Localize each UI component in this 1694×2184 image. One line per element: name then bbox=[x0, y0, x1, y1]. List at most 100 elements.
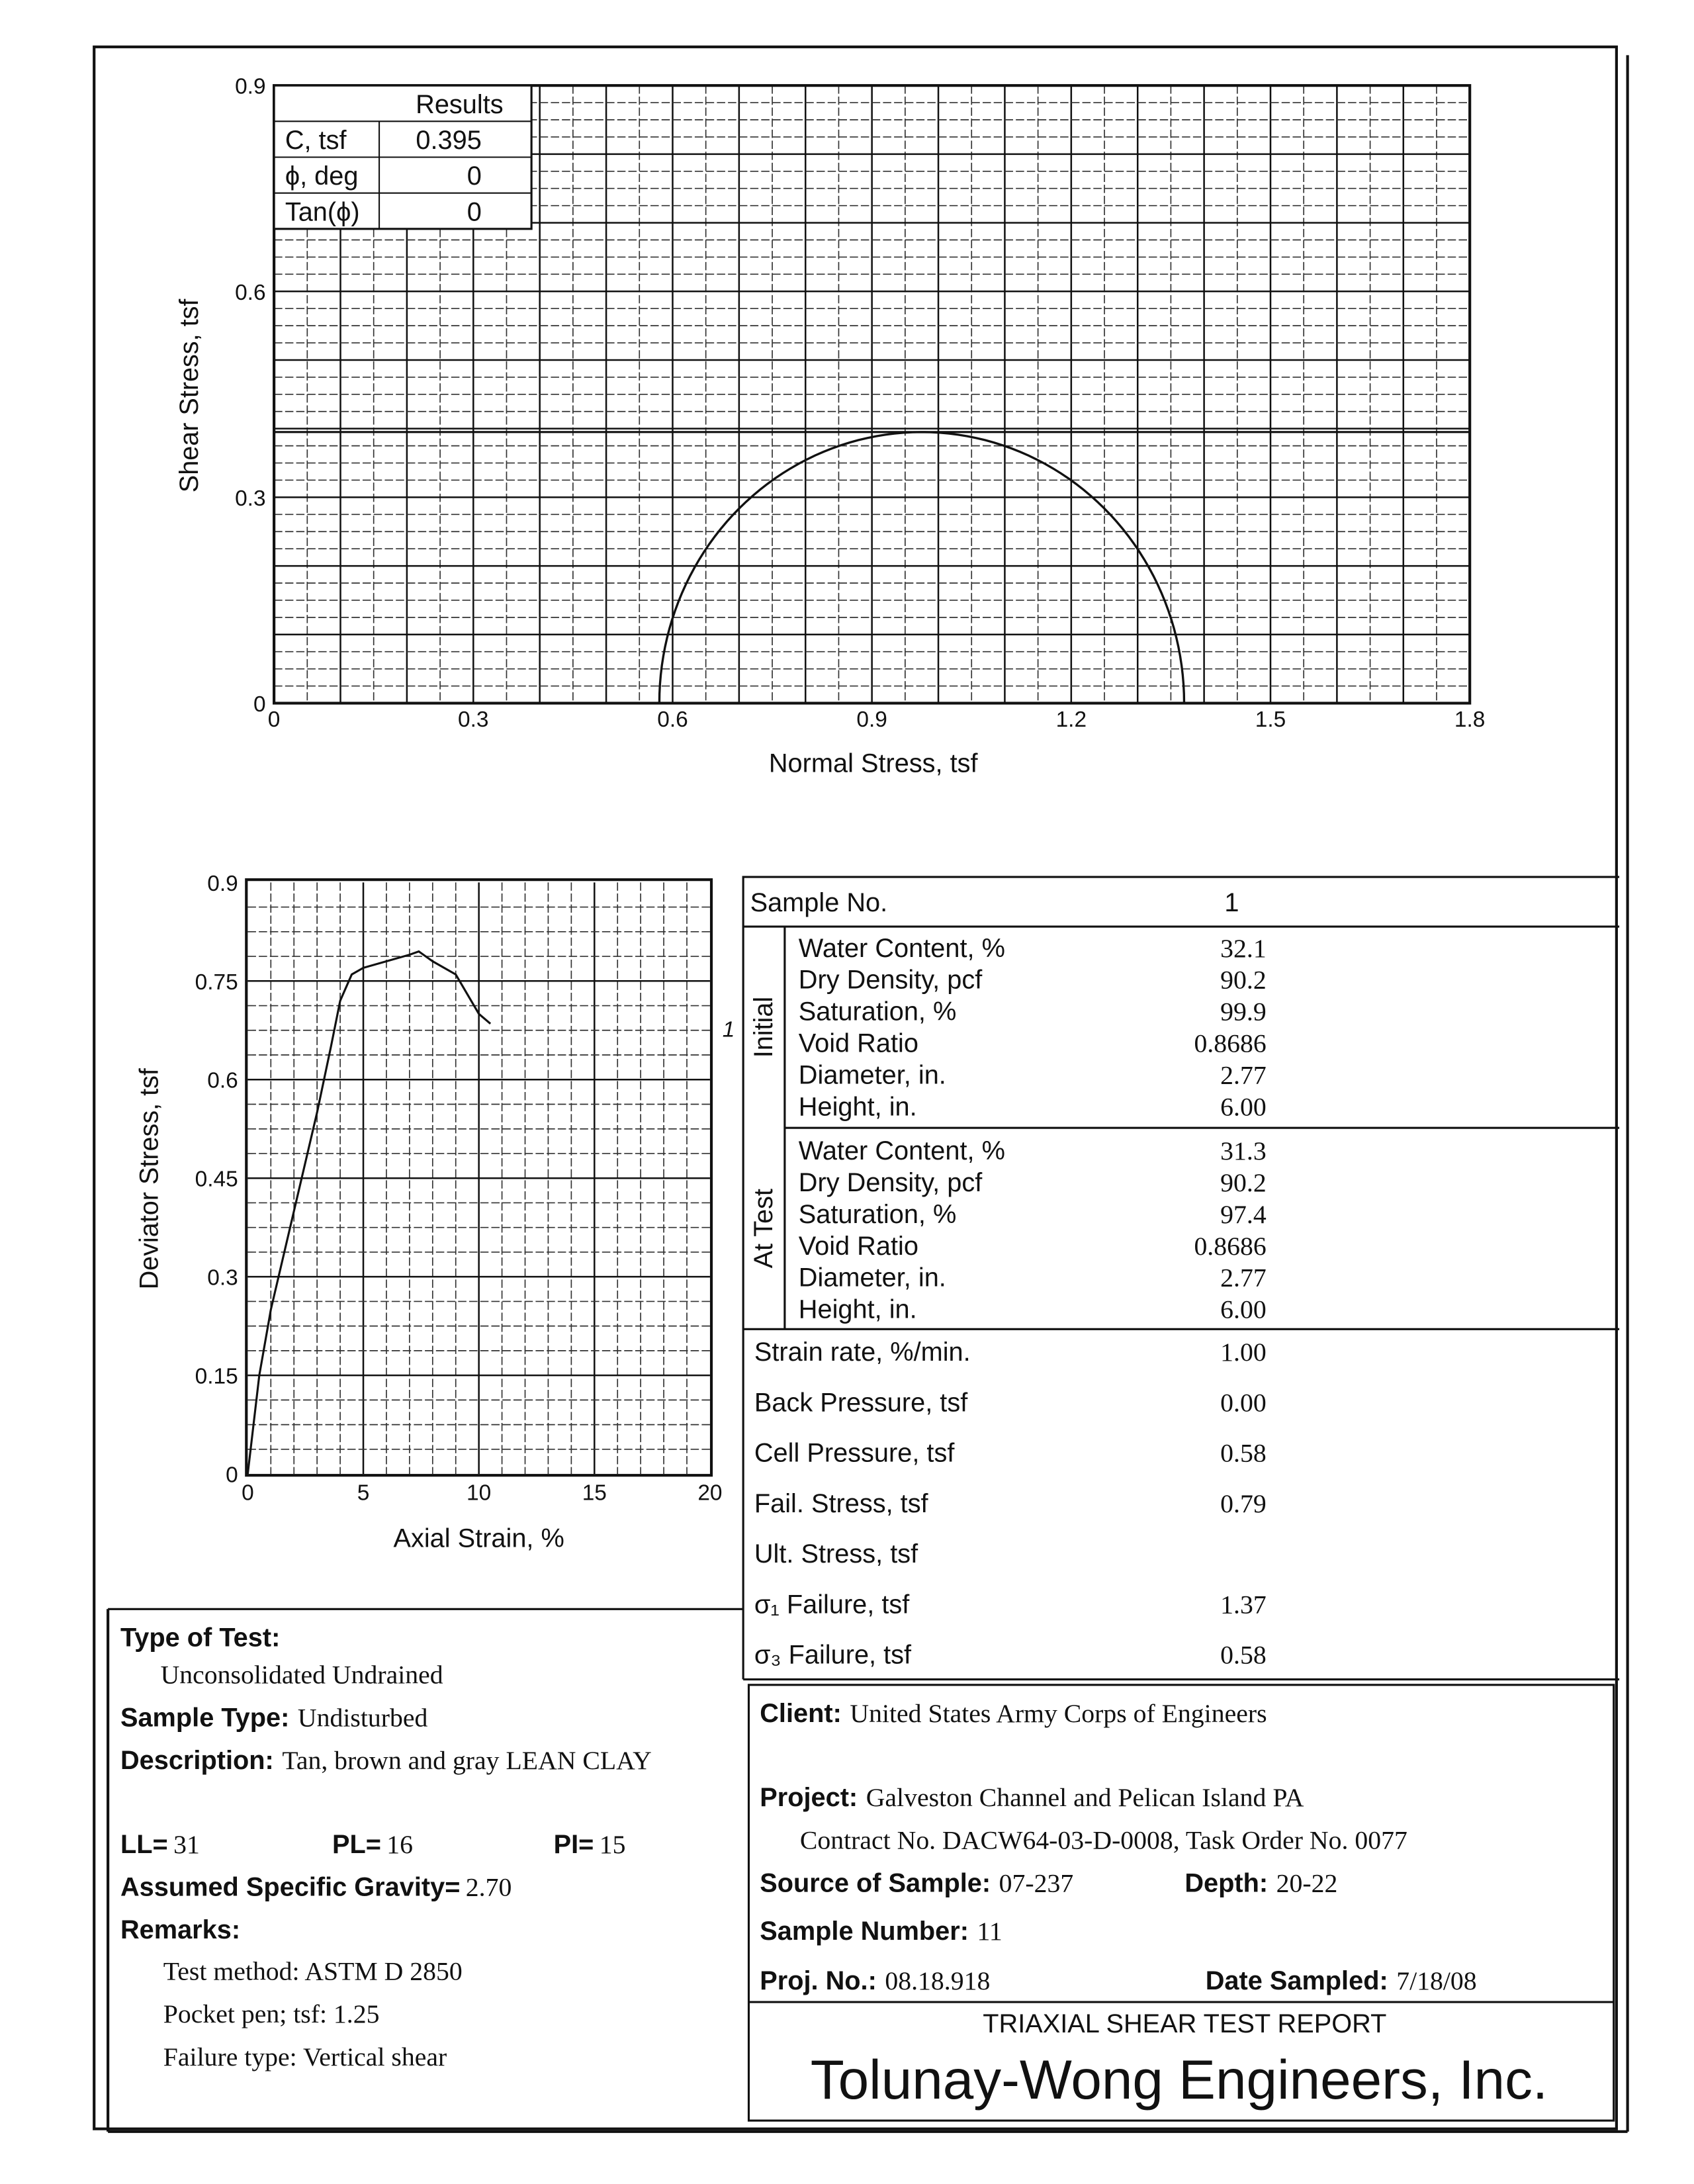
svg-text:Source of Sample:07-237: Source of Sample: 07-237 bbox=[760, 1868, 1073, 1897]
source-label: Source of Sample: bbox=[760, 1868, 991, 1897]
stress-strain-curve bbox=[246, 950, 492, 1475]
property-value: 2.77 bbox=[1220, 1061, 1267, 1090]
sample-type-label: Sample Type: bbox=[120, 1703, 289, 1732]
result-value: 0.395 bbox=[416, 126, 481, 155]
pl-label: PL= bbox=[332, 1830, 381, 1859]
result-value: 0 bbox=[467, 197, 482, 226]
ll-value: 31 bbox=[173, 1830, 200, 1859]
svg-text:Project:Galveston Channel and: Project: Galveston Channel and Pelican Is… bbox=[760, 1783, 1304, 1812]
y-tick-label: 0.3 bbox=[235, 486, 265, 511]
pi-value: 15 bbox=[600, 1830, 626, 1859]
y-tick-label: 0.6 bbox=[207, 1069, 238, 1093]
svg-text:Client:United States Army Corp: Client: United States Army Corps of Engin… bbox=[760, 1699, 1267, 1728]
property-value: 6.00 bbox=[1220, 1092, 1267, 1121]
mohr-circle-chart: 0 0.3 0.6 0.9 1.2 1.5 1.8 0 0.3 0.6 0.9 Normal Str… bbox=[175, 75, 1485, 778]
svg-text:PI=15: PI= 15 bbox=[554, 1830, 626, 1859]
x-tick-label: 0 bbox=[242, 1481, 254, 1506]
property-value: 32.1 bbox=[1220, 934, 1267, 963]
x-tick-label: 1.5 bbox=[1255, 707, 1286, 732]
description-value: Tan, brown and gray LEAN CLAY bbox=[282, 1746, 652, 1775]
series-label: 1 bbox=[723, 1018, 735, 1042]
property-label: Diameter, in. bbox=[799, 1263, 946, 1293]
source-value: 07-237 bbox=[999, 1868, 1074, 1897]
project-label: Project: bbox=[760, 1783, 858, 1812]
property-label: Diameter, in. bbox=[799, 1061, 946, 1090]
y-axis-title: Shear Stress, tsf bbox=[175, 298, 204, 493]
y-tick-label: 0 bbox=[226, 1463, 238, 1488]
x-tick-label: 0.9 bbox=[856, 707, 887, 732]
property-label: Fail. Stress, tsf bbox=[754, 1489, 929, 1518]
remarks-label: Remarks: bbox=[120, 1915, 240, 1944]
type-of-test-value: Unconsolidated Undrained bbox=[161, 1661, 443, 1690]
sample-number-label: Sample Number: bbox=[760, 1917, 969, 1946]
property-value: 99.9 bbox=[1220, 997, 1267, 1026]
company-name: Tolunay-Wong Engineers, Inc. bbox=[811, 2048, 1548, 2111]
y-tick-label: 0.6 bbox=[235, 281, 265, 305]
y-tick-label: 0.9 bbox=[207, 872, 238, 896]
svg-text:Assumed Specific Gravity=2.70: Assumed Specific Gravity= 2.70 bbox=[120, 1873, 512, 1902]
result-label: Tan(ϕ) bbox=[285, 197, 360, 226]
depth-label: Depth: bbox=[1184, 1868, 1268, 1897]
property-value: 90.2 bbox=[1220, 1168, 1267, 1197]
y-tick-label: 0.45 bbox=[195, 1167, 238, 1192]
sample-number-value: 11 bbox=[977, 1917, 1003, 1946]
x-axis-title: Normal Stress, tsf bbox=[769, 749, 979, 778]
report-title: TRIAXIAL SHEAR TEST REPORT bbox=[983, 2009, 1386, 2038]
results-table: Results C, tsf 0.395 ϕ, deg 0 Tan(ϕ) 0 bbox=[273, 84, 533, 230]
specific-gravity-label: Assumed Specific Gravity= bbox=[120, 1873, 460, 1902]
mohr-plot-frame bbox=[273, 84, 1472, 705]
sample-no-value: 1 bbox=[1224, 888, 1239, 917]
project-value: Galveston Channel and Pelican Island PA bbox=[866, 1783, 1304, 1812]
mohr-grid bbox=[274, 85, 1470, 704]
x-tick-label: 20 bbox=[697, 1481, 722, 1506]
property-label: Strain rate, %/min. bbox=[754, 1338, 971, 1367]
result-value: 0 bbox=[467, 161, 482, 191]
property-label: Dry Density, pcf bbox=[799, 966, 983, 995]
property-value: 0.8686 bbox=[1194, 1029, 1266, 1058]
stress-strain-chart: 1 0 5 10 15 20 0 0.15 0.3 0.45 0.6 0.75 0.9 Axial S… bbox=[134, 872, 735, 1553]
property-label: σ₃ Failure, tsf bbox=[754, 1641, 912, 1670]
y-tick-label: 0.75 bbox=[195, 970, 238, 995]
result-label: C, tsf bbox=[285, 126, 347, 155]
property-label: σ₁ Failure, tsf bbox=[754, 1590, 910, 1619]
property-value: 6.00 bbox=[1220, 1295, 1267, 1324]
y-axis-title: Deviator Stress, tsf bbox=[134, 1068, 163, 1289]
x-tick-label: 5 bbox=[357, 1481, 370, 1506]
property-value: 0.58 bbox=[1220, 1641, 1267, 1670]
mohr-circle bbox=[658, 431, 1186, 704]
x-tick-label: 1.8 bbox=[1454, 707, 1485, 732]
date-value: 7/18/08 bbox=[1396, 1966, 1476, 1995]
svg-text:PL=16: PL= 16 bbox=[332, 1830, 413, 1859]
property-value: 90.2 bbox=[1220, 966, 1267, 995]
sample-type-value: Undisturbed bbox=[298, 1703, 428, 1732]
remark: Test method: ASTM D 2850 bbox=[163, 1957, 463, 1986]
property-value: 31.3 bbox=[1220, 1136, 1267, 1165]
y-tick-label: 0 bbox=[253, 692, 266, 717]
svg-text:Sample Number:11: Sample Number: 11 bbox=[760, 1917, 1003, 1946]
property-label: Void Ratio bbox=[799, 1029, 918, 1058]
specific-gravity-value: 2.70 bbox=[466, 1873, 512, 1902]
contract-number: Contract No. DACW64-03-D-0008, Task Orde… bbox=[800, 1826, 1407, 1855]
client-box: Client: United States Army Corps of Engin… bbox=[747, 1684, 1615, 2122]
initial-label: Initial bbox=[749, 997, 778, 1058]
result-label: ϕ, deg bbox=[285, 161, 359, 191]
proj-no-value: 08.18.918 bbox=[885, 1966, 990, 1995]
property-label: Water Content, % bbox=[799, 1136, 1005, 1165]
page-frame bbox=[93, 45, 1629, 2133]
sample-properties-table bbox=[107, 876, 1620, 2132]
remark: Failure type: Vertical shear bbox=[163, 2042, 447, 2071]
mohr-tick-labels: 0 0.3 0.6 0.9 1.2 1.5 1.8 0 0.3 0.6 0.9 bbox=[235, 75, 1485, 732]
x-tick-label: 1.2 bbox=[1056, 707, 1087, 732]
x-tick-label: 0.6 bbox=[657, 707, 688, 732]
property-label: Dry Density, pcf bbox=[799, 1168, 983, 1197]
svg-text:Sample Type:Undisturbed: Sample Type: Undisturbed bbox=[120, 1703, 428, 1732]
property-label: Saturation, % bbox=[799, 997, 957, 1026]
client-value: United States Army Corps of Engineers bbox=[850, 1699, 1267, 1728]
date-label: Date Sampled: bbox=[1206, 1966, 1388, 1995]
svg-text:Depth:20-22: Depth: 20-22 bbox=[1184, 1868, 1337, 1897]
property-value: 0.00 bbox=[1220, 1388, 1267, 1418]
at-test-label: At Test bbox=[749, 1189, 778, 1268]
property-value: 0.8686 bbox=[1194, 1232, 1266, 1261]
property-label: Cell Pressure, tsf bbox=[754, 1439, 955, 1468]
test-info: Type of Test: Unconsolidated Undrained S… bbox=[120, 1623, 652, 2071]
